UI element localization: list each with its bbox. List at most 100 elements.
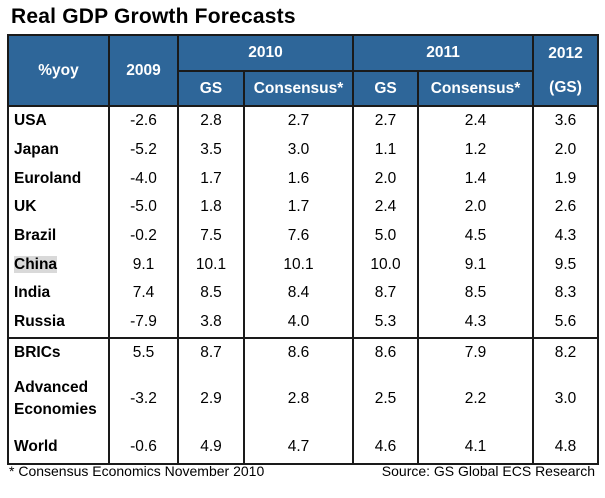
value-cell: 1.1 (352, 135, 420, 165)
row-label-text: USA (14, 112, 47, 130)
value-cell: 2.5 (352, 367, 420, 431)
value-cell: 5.6 (532, 307, 600, 338)
value-cell: -5.0 (108, 193, 179, 222)
value-cell: 5.0 (352, 221, 420, 251)
header-2012-gs: (GS) (532, 71, 600, 107)
value-cell: 2.7 (352, 106, 420, 136)
value-cell: 2.7 (242, 106, 355, 136)
table-body: USA -2.6 2.8 2.7 2.7 2.4 3.6 Japan -5.2 3.5 3.0 1.1… (7, 106, 600, 464)
value-cell: 1.7 (177, 164, 245, 194)
value-cell: 4.6 (352, 430, 420, 464)
header-2010: 2010 (176, 34, 355, 72)
table-row: India 7.4 8.5 8.4 8.7 8.5 8.3 (7, 279, 600, 308)
row-label: BRICs (7, 336, 110, 368)
value-cell: 5.5 (108, 336, 179, 368)
value-cell: -4.0 (108, 164, 179, 194)
value-cell: 8.7 (352, 279, 420, 308)
value-cell: 4.1 (417, 430, 535, 464)
value-cell: 2.6 (532, 193, 600, 222)
row-label-text: Brazil (14, 227, 57, 245)
header-2012: 2012 (532, 34, 600, 71)
row-label-text: BRICs (14, 344, 61, 361)
value-cell: -2.6 (108, 106, 179, 136)
table-row: USA -2.6 2.8 2.7 2.7 2.4 3.6 (7, 106, 600, 136)
value-cell: 7.4 (108, 279, 179, 308)
value-cell: 3.5 (177, 135, 245, 165)
source-note: Source: GS Global ECS Research (381, 463, 595, 479)
value-cell: 8.5 (417, 279, 535, 308)
gdp-forecast-table: %yoy 2009 2010 2011 2012 GS Consensus* G… (7, 34, 600, 465)
value-cell: 10.1 (242, 250, 355, 280)
value-cell: 4.0 (242, 307, 355, 338)
table-row: Brazil -0.2 7.5 7.6 5.0 4.5 4.3 (7, 221, 600, 251)
value-cell: 3.0 (242, 135, 355, 165)
value-cell: 3.8 (177, 307, 245, 338)
header-2011-consensus: Consensus* (417, 70, 535, 107)
value-cell: -7.9 (108, 307, 179, 338)
value-cell: 4.7 (242, 430, 355, 464)
value-cell: 9.1 (417, 250, 535, 280)
table-row: China 9.1 10.1 10.1 10.0 9.1 9.5 (7, 250, 600, 280)
row-label: UK (7, 193, 110, 222)
table-row: Advanced Economies -3.2 2.9 2.8 2.5 2.2 3.0 (7, 367, 600, 431)
table-row: BRICs 5.5 8.7 8.6 8.6 7.9 8.2 (7, 336, 600, 368)
row-label-line: Advanced (14, 379, 89, 396)
value-cell: 4.9 (177, 430, 245, 464)
value-cell: 1.8 (177, 193, 245, 222)
row-label-text: UK (14, 198, 37, 216)
value-cell: -0.2 (108, 221, 179, 251)
value-cell: 5.3 (352, 307, 420, 338)
header-2010-consensus: Consensus* (242, 70, 355, 107)
value-cell: 7.5 (177, 221, 245, 251)
row-label-text: China (14, 255, 58, 273)
value-cell: 8.3 (532, 279, 600, 308)
value-cell: 9.1 (108, 250, 179, 280)
value-cell: 8.2 (532, 336, 600, 368)
value-cell: 2.0 (532, 135, 600, 165)
row-label: Russia (7, 307, 110, 338)
value-cell: 2.8 (177, 106, 245, 136)
row-label: Japan (7, 135, 110, 165)
value-cell: 2.9 (177, 367, 245, 431)
table-row: Japan -5.2 3.5 3.0 1.1 1.2 2.0 (7, 135, 600, 165)
row-label: Brazil (7, 221, 110, 251)
value-cell: 1.9 (532, 164, 600, 194)
table-row: UK -5.0 1.8 1.7 2.4 2.0 2.6 (7, 193, 600, 222)
row-label-line: Economies (14, 401, 97, 418)
row-label-text: Japan (14, 141, 59, 159)
value-cell: 2.0 (417, 193, 535, 222)
row-label: Euroland (7, 164, 110, 194)
value-cell: 1.6 (242, 164, 355, 194)
row-label: USA (7, 106, 110, 136)
row-label-text: World (14, 437, 58, 455)
header-2010-gs: GS (177, 70, 245, 107)
value-cell: 8.7 (177, 336, 245, 368)
value-cell: 8.4 (242, 279, 355, 308)
value-cell: 3.0 (532, 367, 600, 431)
row-label: China (7, 250, 110, 280)
value-cell: 7.6 (242, 221, 355, 251)
value-cell: 10.0 (352, 250, 420, 280)
value-cell: -5.2 (108, 135, 179, 165)
value-cell: 2.8 (242, 367, 355, 431)
value-cell: 1.4 (417, 164, 535, 194)
row-label-text: India (14, 284, 51, 302)
value-cell: 8.6 (242, 336, 355, 368)
value-cell: 2.2 (417, 367, 535, 431)
header-2011: 2011 (352, 34, 535, 72)
table-title: Real GDP Growth Forecasts (11, 5, 296, 28)
value-cell: 7.9 (417, 336, 535, 368)
row-label-text: Russia (14, 313, 65, 331)
value-cell: 10.1 (177, 250, 245, 280)
value-cell: 1.2 (417, 135, 535, 165)
value-cell: -0.6 (108, 430, 179, 464)
value-cell: 9.5 (532, 250, 600, 280)
footnote: * Consensus Economics November 2010 (9, 463, 265, 479)
table-row: World -0.6 4.9 4.7 4.6 4.1 4.8 (7, 430, 600, 464)
value-cell: 4.3 (532, 221, 600, 251)
value-cell: 2.4 (352, 193, 420, 222)
value-cell: 3.6 (532, 106, 600, 136)
value-cell: 2.0 (352, 164, 420, 194)
value-cell: 4.3 (417, 307, 535, 338)
value-cell: -3.2 (108, 367, 179, 431)
